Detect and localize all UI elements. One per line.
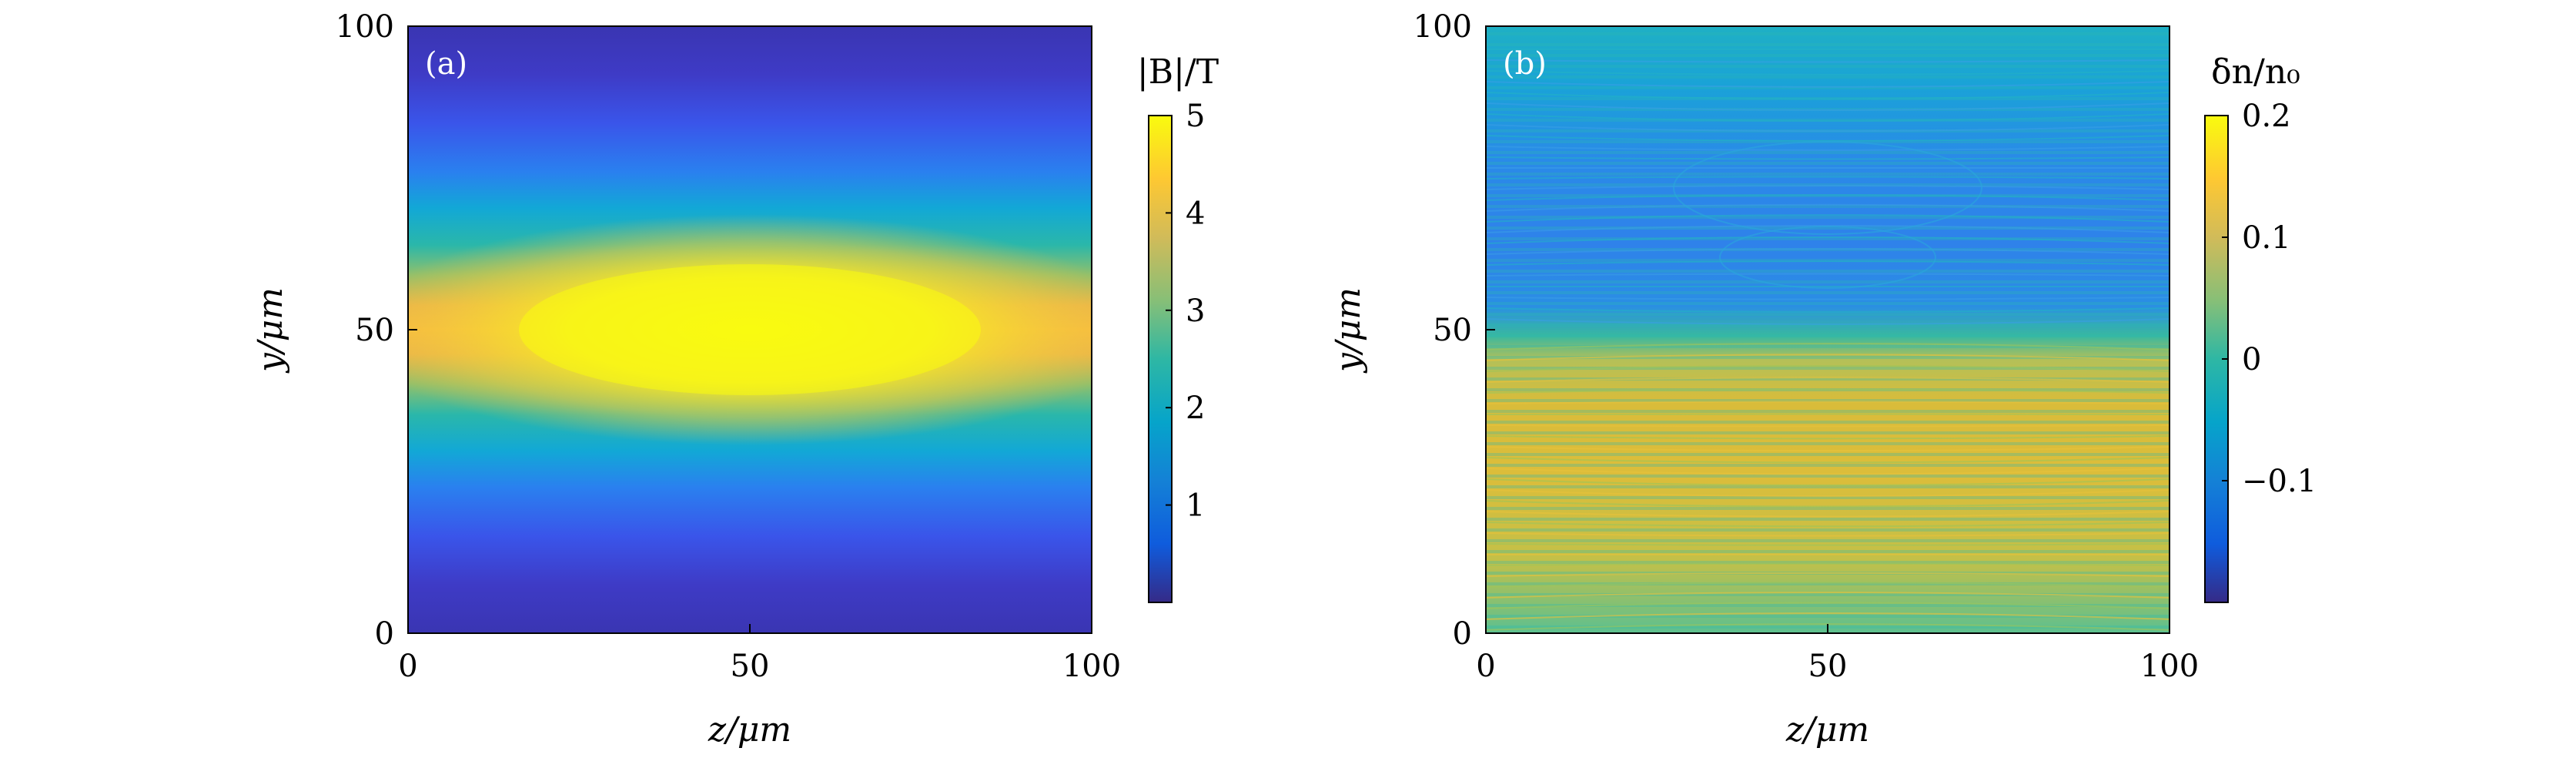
x-ticks-a: 0 50 100 (398, 624, 1121, 684)
contour-ellipse (1719, 226, 1936, 289)
contour-line (1486, 511, 2170, 518)
colorbar-title-b: δn/n₀ (2211, 52, 2300, 92)
y-tick-label: 100 (336, 9, 394, 45)
y-ticks-a: 0 50 100 (336, 9, 417, 652)
x-axis-label-b: z/μm (1785, 710, 1869, 750)
y-tick-label: 0 (1453, 616, 1472, 652)
contour-line (1486, 364, 2170, 372)
contour-line (1486, 424, 2170, 428)
contour-line (1486, 543, 2170, 546)
y-tick-label: 100 (1413, 9, 1472, 45)
y-ticks-b: 0 50 100 (1413, 9, 1495, 652)
contour-line (1486, 636, 2170, 641)
x-tick-label: 50 (1808, 649, 1848, 684)
contour-line (1486, 236, 2170, 244)
contour-line (1486, 307, 2170, 313)
x-tick-label: 50 (731, 649, 770, 684)
contour-line (1486, 92, 2170, 100)
contour-line (1486, 102, 2170, 111)
contour-line (1486, 582, 2170, 588)
x-tick-label: 100 (1062, 649, 1121, 684)
contour-line (1486, 214, 2170, 223)
y-axis-label-a: y/μm (251, 287, 290, 374)
contour-line (1486, 297, 2170, 300)
contour-line (1486, 354, 2170, 361)
contour-line (1486, 446, 2170, 452)
x-tick-label: 0 (1476, 649, 1495, 684)
contour-line (1486, 135, 2170, 142)
contour-line (1486, 176, 2170, 179)
contour-line (1486, 388, 2170, 394)
contour-line (1486, 468, 2170, 475)
contour-line (1486, 273, 2170, 277)
contour-line (1486, 343, 2170, 350)
contour-line (1486, 70, 2170, 75)
colorbar-tick-label: 2 (1186, 391, 1205, 426)
y-tick-label: 50 (355, 313, 394, 348)
colorbar-tick-label: 5 (1186, 99, 1205, 134)
contour-line (1486, 124, 2170, 132)
colorbar-tick-label: 3 (1186, 293, 1205, 329)
x-axis-label-a: z/μm (708, 710, 791, 750)
contour-line (1486, 194, 2170, 201)
contour-line (1486, 185, 2170, 190)
contour-line (1486, 146, 2170, 151)
x-tick-label: 100 (2140, 649, 2199, 684)
contour-line (1486, 532, 2170, 537)
y-tick-label: 50 (1433, 313, 1472, 348)
contour-line (1486, 377, 2170, 383)
heatmap-b (1486, 26, 2170, 641)
contour-line (1486, 113, 2170, 122)
colorbar-tick-label: 0 (2242, 342, 2261, 377)
contour-line (1486, 401, 2170, 404)
colorbar-ticks-a: 1 2 3 4 5 (1166, 99, 1205, 524)
contour-line (1486, 435, 2170, 440)
panel-a: (a) 0 50 100 0 50 100 z/μm y/μm 1 2 3 4 5 |B|/T (251, 9, 1219, 750)
contour-line (1486, 522, 2170, 528)
y-tick-label: 0 (375, 616, 394, 652)
contour-line (1486, 572, 2170, 577)
contour-line (1486, 592, 2170, 599)
panel-label-a: (a) (425, 46, 467, 82)
x-ticks-b: 0 50 100 (1476, 624, 2199, 684)
contour-line (1486, 612, 2170, 620)
contour-line (1486, 489, 2170, 497)
colorbar-tick-label: 4 (1186, 196, 1205, 231)
contour-line (1486, 203, 2170, 212)
contour-line (1486, 318, 2170, 325)
x-tick-label: 0 (398, 649, 417, 684)
colorbar-tick-label: 1 (1186, 488, 1205, 524)
contour-line (1486, 478, 2170, 486)
contour-ellipse (1673, 141, 1982, 235)
heatmap-a (408, 26, 1092, 633)
contour-line (1486, 500, 2170, 508)
colorbar-title-a: |B|/T (1137, 52, 1219, 92)
contour-line (1486, 248, 2170, 255)
colorbar-tick-label: −0.1 (2242, 464, 2317, 499)
colorbar-ticks-b: −0.1 0 0.1 0.2 (2222, 99, 2317, 499)
colorbar-tick-label: 0.2 (2242, 99, 2291, 134)
contour-line (1486, 562, 2170, 566)
colorbar-tick-label: 0.1 (2242, 220, 2291, 256)
contour-line (1486, 81, 2170, 88)
contour-line (1486, 602, 2170, 609)
contour-line (1486, 59, 2170, 63)
y-axis-label-b: y/μm (1329, 287, 1368, 374)
contour-line (1486, 156, 2170, 160)
panel-label-b: (b) (1503, 46, 1547, 82)
colorbar-a (1148, 115, 1173, 603)
contour-line (1486, 260, 2170, 266)
contour-line (1486, 457, 2170, 464)
